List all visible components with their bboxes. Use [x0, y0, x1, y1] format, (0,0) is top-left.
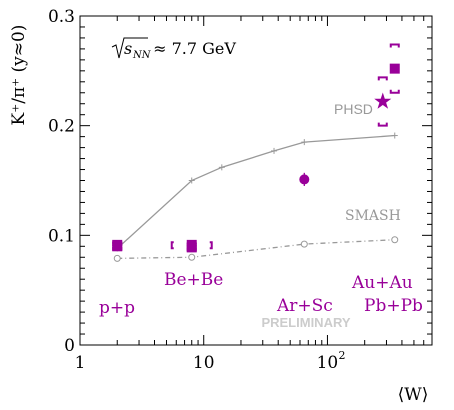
model-marker-phsd: [391, 132, 398, 139]
system-label-auau: Au+Au: [351, 273, 413, 293]
data-point-pp-square: [112, 241, 123, 252]
systematic-error-bracket: [389, 43, 400, 94]
systematic-error-bracket: [377, 76, 388, 127]
marker-square: [186, 242, 197, 253]
x-axis-label: ⟨W⟩: [398, 385, 429, 405]
energy-annotation: s NN ≈ 7.7 GeV: [111, 37, 236, 61]
model-marker-phsd: [271, 147, 278, 154]
data-point-arsc-circle: [299, 172, 310, 186]
marker-circle: [299, 174, 310, 185]
model-line-phsd: [116, 134, 395, 249]
x-tick-label: 10: [193, 353, 215, 373]
y-axis-label: K⁺/π⁺ (y≈0): [9, 25, 29, 126]
model-marker-phsd: [188, 177, 195, 184]
y-tick-label: 0.3: [48, 7, 75, 27]
model-marker-smash: [300, 240, 308, 248]
data-point-pbpb-square: [389, 43, 400, 94]
system-label-pbpb: Pb+Pb: [364, 296, 423, 316]
model-marker-smash: [391, 236, 399, 244]
x-tick-label: 10: [317, 353, 339, 373]
model-marker-phsd: [301, 139, 308, 146]
sqrt-s-subscript: NN: [132, 50, 152, 61]
model-marker-smash: [188, 253, 196, 261]
system-label-arsc: Ar+Sc: [276, 296, 333, 316]
y-tick-label: 0.1: [48, 226, 75, 246]
model-line-smash: [117, 239, 395, 260]
x-tick-label: 1: [75, 353, 86, 373]
model-label-phsd: PHSD: [334, 101, 373, 117]
y-tick-label: 0.2: [48, 117, 75, 137]
model-marker-smash: [113, 254, 121, 262]
sqrt-s-label: s: [124, 39, 132, 58]
model-marker-phsd: [218, 164, 225, 171]
x-tick-label-exponent: 2: [338, 349, 345, 362]
sqrt-sign: [111, 37, 148, 59]
marker-square: [389, 63, 400, 74]
data-point-bebe-square: [186, 242, 197, 253]
system-label-pp: p+p: [99, 298, 135, 318]
data-point-auau-star: [374, 76, 392, 127]
marker-star: [374, 92, 392, 109]
marker-square: [112, 241, 123, 252]
bebe-systematic-bracket: [170, 241, 213, 250]
y-tick-label: 0: [64, 336, 75, 356]
energy-value: ≈ 7.7 GeV: [148, 39, 236, 58]
system-label-bebe: Be+Be: [164, 270, 223, 290]
preliminary-watermark: PRELIMINARY: [261, 315, 350, 330]
model-label-smash: SMASH: [345, 208, 401, 224]
